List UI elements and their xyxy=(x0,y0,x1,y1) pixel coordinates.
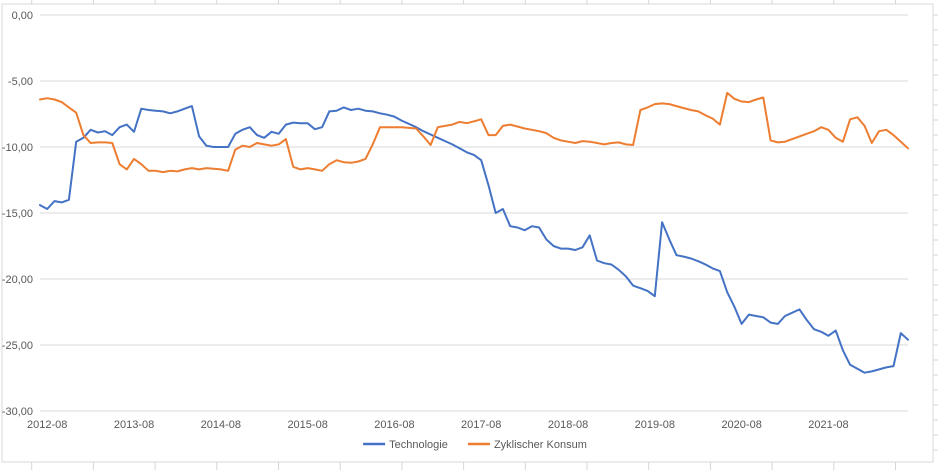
series-line-zyklischer-konsum[interactable] xyxy=(39,91,909,174)
y-axis-tick-label: -25,00 xyxy=(2,340,33,352)
x-axis-tick-label: 2012-08 xyxy=(27,419,67,431)
legend-item-label[interactable]: Technologie xyxy=(389,439,448,451)
legend-item-label[interactable]: Zyklischer Konsum xyxy=(494,439,587,451)
x-axis-tick-label: 2018-08 xyxy=(548,419,588,431)
x-axis-tick-label: 2013-08 xyxy=(114,419,154,431)
series-line-technologie[interactable] xyxy=(39,105,909,374)
x-axis-tick-label: 2021-08 xyxy=(808,419,848,431)
x-axis-tick-label: 2020-08 xyxy=(721,419,761,431)
y-axis-tick-label: -20,00 xyxy=(2,274,33,286)
chart-frame[interactable] xyxy=(1,3,934,463)
y-axis-tick-label: 0,00 xyxy=(12,10,33,22)
y-axis-tick-label: -5,00 xyxy=(8,76,33,88)
x-axis-tick-label: 2014-08 xyxy=(201,419,241,431)
y-axis-tick-label: -15,00 xyxy=(2,208,33,220)
x-axis-tick-label: 2017-08 xyxy=(461,419,501,431)
x-axis-tick-label: 2015-08 xyxy=(287,419,327,431)
y-axis-tick-label: -10,00 xyxy=(2,142,33,154)
y-axis-tick-label: -30,00 xyxy=(2,406,33,418)
x-axis-tick-label: 2019-08 xyxy=(635,419,675,431)
x-axis-tick-label: 2016-08 xyxy=(374,419,414,431)
